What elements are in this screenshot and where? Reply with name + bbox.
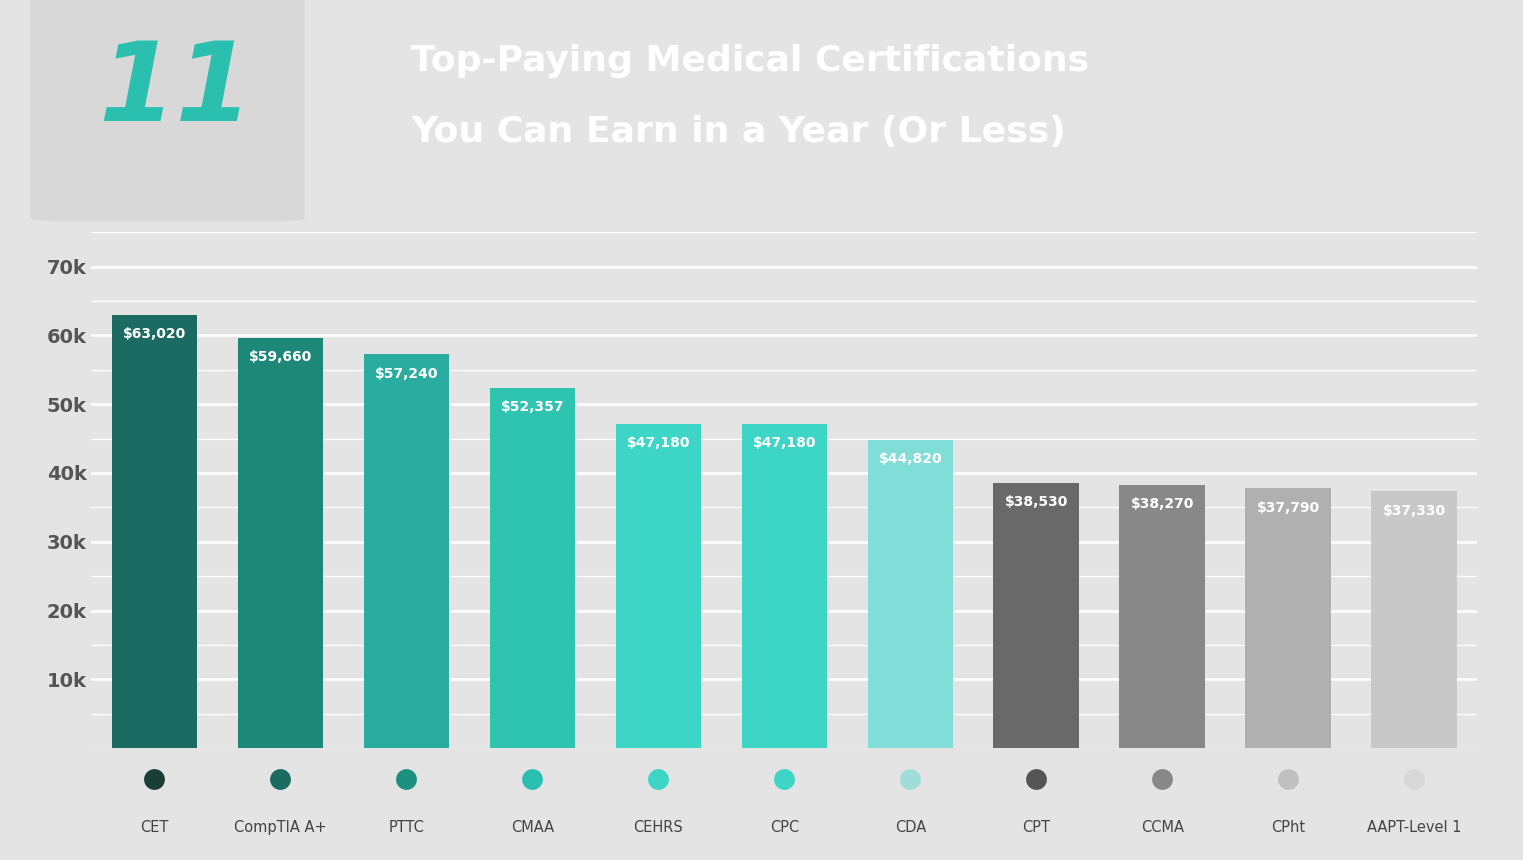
Text: $47,180: $47,180 [626, 436, 690, 450]
Text: $38,270: $38,270 [1130, 497, 1194, 512]
Text: CompTIA A+: CompTIA A+ [235, 820, 326, 835]
Text: You Can Earn in a Year (Or Less): You Can Earn in a Year (Or Less) [411, 115, 1066, 150]
Text: CMAA: CMAA [510, 820, 554, 835]
Text: $37,330: $37,330 [1383, 504, 1445, 518]
Text: $47,180: $47,180 [752, 436, 816, 450]
Text: $44,820: $44,820 [879, 452, 943, 466]
Text: CPC: CPC [769, 820, 800, 835]
Text: AAPT-Level 1: AAPT-Level 1 [1368, 820, 1462, 835]
Bar [238, 338, 323, 748]
Text: CPht: CPht [1272, 820, 1305, 835]
Text: CPT: CPT [1022, 820, 1051, 835]
Text: PTTC: PTTC [388, 820, 425, 835]
Bar [1372, 491, 1458, 748]
Bar [742, 424, 827, 748]
Text: $52,357: $52,357 [501, 401, 564, 415]
Text: $63,020: $63,020 [123, 327, 186, 341]
Bar [1246, 488, 1331, 748]
Bar [1119, 485, 1205, 748]
Bar [111, 315, 196, 748]
Text: $38,530: $38,530 [1005, 495, 1068, 509]
Bar [615, 424, 701, 748]
Text: $37,790: $37,790 [1256, 501, 1320, 514]
Text: CEHRS: CEHRS [634, 820, 684, 835]
Text: CET: CET [140, 820, 169, 835]
Text: 11: 11 [97, 37, 253, 144]
Bar [489, 388, 576, 748]
Text: Top-Paying Medical Certifications: Top-Paying Medical Certifications [411, 44, 1089, 77]
Text: CDA: CDA [894, 820, 926, 835]
FancyBboxPatch shape [30, 0, 305, 221]
Text: $59,660: $59,660 [248, 350, 312, 364]
Text: $57,240: $57,240 [375, 366, 439, 381]
Bar [868, 439, 953, 748]
Text: CCMA: CCMA [1141, 820, 1183, 835]
Bar [993, 483, 1080, 748]
Bar [364, 354, 449, 748]
